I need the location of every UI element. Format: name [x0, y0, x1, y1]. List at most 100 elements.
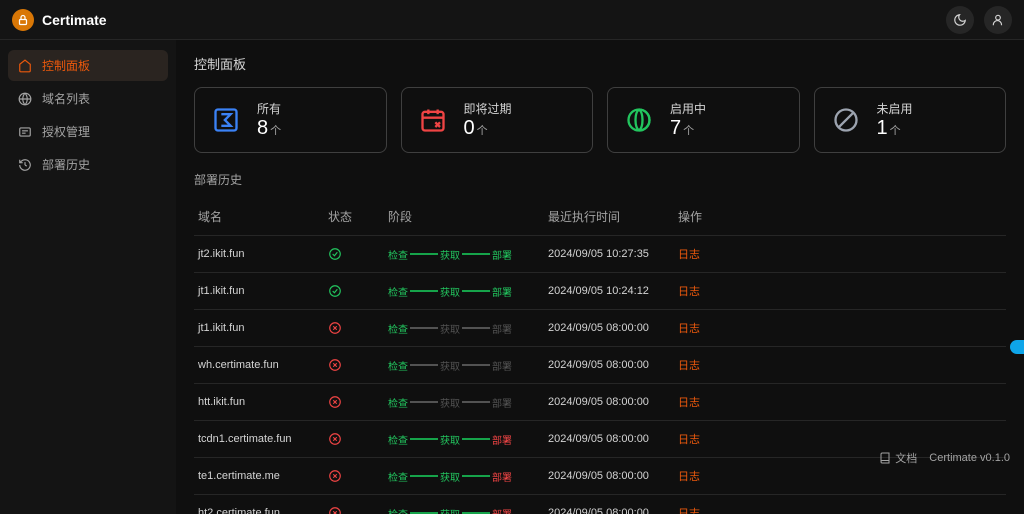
footer: 文档 Certimate v0.1.0: [879, 450, 1010, 466]
cell-action: 日志: [678, 320, 738, 336]
cell-action: 日志: [678, 283, 738, 299]
sidebar-item-history[interactable]: 部署历史: [8, 149, 168, 180]
stat-card-expiring: 即将过期 0个: [401, 87, 594, 153]
stage-label: 部署: [492, 284, 512, 299]
log-link[interactable]: 日志: [678, 434, 700, 446]
cell-status: [328, 506, 388, 514]
cell-stage: 检查获取部署: [388, 284, 548, 299]
cell-domain: wh.certimate.fun: [198, 359, 328, 371]
log-link[interactable]: 日志: [678, 323, 700, 335]
x-circle-icon: [328, 469, 342, 483]
cell-status: [328, 247, 388, 261]
stage-label: 部署: [492, 247, 512, 262]
cell-action: 日志: [678, 505, 738, 514]
stage-label: 获取: [440, 506, 460, 514]
topbar: Certimate: [0, 0, 1024, 40]
table-header: 域名 状态 阶段 最近执行时间 操作: [194, 198, 1006, 236]
stage-label: 部署: [492, 395, 512, 410]
cell-action: 日志: [678, 357, 738, 373]
log-link[interactable]: 日志: [678, 249, 700, 261]
stat-value: 7: [670, 117, 681, 140]
cell-status: [328, 284, 388, 298]
log-link[interactable]: 日志: [678, 508, 700, 514]
table-row: wh.certimate.fun检查获取部署2024/09/05 08:00:0…: [194, 347, 1006, 384]
stage-line: [410, 401, 438, 403]
side-tab[interactable]: [1010, 340, 1024, 354]
cell-stage: 检查获取部署: [388, 358, 548, 373]
theme-toggle[interactable]: [946, 6, 974, 34]
stat-card-all: 所有 8个: [194, 87, 387, 153]
stage-label: 获取: [440, 469, 460, 484]
docs-link[interactable]: 文档: [879, 450, 917, 466]
sidebar-item-dashboard[interactable]: 控制面板: [8, 50, 168, 81]
cell-stage: 检查 获取 部署: [388, 506, 548, 514]
log-link[interactable]: 日志: [678, 360, 700, 372]
col-header-domain: 域名: [198, 208, 328, 225]
log-link[interactable]: 日志: [678, 286, 700, 298]
cell-time: 2024/09/05 08:00:00: [548, 322, 678, 334]
stage-label: 检查: [388, 506, 408, 514]
stage-line: [410, 290, 438, 292]
log-link[interactable]: 日志: [678, 397, 700, 409]
cell-action: 日志: [678, 431, 738, 447]
x-circle-icon: [328, 506, 342, 514]
stat-card-active: 启用中 7个: [607, 87, 800, 153]
table-row: jt1.ikit.fun检查获取部署2024/09/05 08:00:00日志: [194, 310, 1006, 347]
sidebar-item-domains[interactable]: 域名列表: [8, 83, 168, 114]
cell-domain: jt2.ikit.fun: [198, 248, 328, 260]
stage-label: 部署: [492, 506, 512, 514]
stage-line: [410, 438, 438, 440]
stage-line: [462, 475, 490, 477]
stat-unit: 个: [890, 122, 901, 138]
stage-label: 检查: [388, 395, 408, 410]
stage-line: [462, 253, 490, 255]
stage-label: 检查: [388, 247, 408, 262]
stat-value: 8: [257, 117, 268, 140]
x-circle-icon: [328, 395, 342, 409]
cell-status: [328, 395, 388, 409]
stage-label: 部署: [492, 432, 512, 447]
sidebar-item-auth[interactable]: 授权管理: [8, 116, 168, 147]
stat-unit: 个: [683, 122, 694, 138]
sigma-icon: [209, 103, 243, 137]
sidebar-item-label: 控制面板: [42, 57, 90, 74]
user-menu[interactable]: [984, 6, 1012, 34]
stage-label: 获取: [440, 247, 460, 262]
cell-domain: te1.certimate.me: [198, 470, 328, 482]
col-header-time: 最近执行时间: [548, 208, 678, 225]
version-label: Certimate v0.1.0: [929, 452, 1010, 464]
stat-label: 所有: [257, 100, 281, 117]
brand-name: Certimate: [42, 12, 107, 28]
table-row: htt.ikit.fun检查获取部署2024/09/05 08:00:00日志: [194, 384, 1006, 421]
table-row: jt2.ikit.fun检查获取部署2024/09/05 10:27:35日志: [194, 236, 1006, 273]
stat-value: 1: [877, 117, 888, 140]
stage-label: 获取: [440, 432, 460, 447]
cell-status: [328, 432, 388, 446]
stage-line: [462, 364, 490, 366]
cell-status: [328, 469, 388, 483]
stage-line: [462, 290, 490, 292]
cell-time: 2024/09/05 08:00:00: [548, 470, 678, 482]
stage-label: 部署: [492, 358, 512, 373]
cell-status: [328, 358, 388, 372]
x-circle-icon: [328, 432, 342, 446]
spinner-icon: [622, 103, 656, 137]
stage-label: 检查: [388, 358, 408, 373]
history-table: 域名 状态 阶段 最近执行时间 操作 jt2.ikit.fun检查获取部署202…: [194, 198, 1006, 514]
check-circle-icon: [328, 284, 342, 298]
log-link[interactable]: 日志: [678, 471, 700, 483]
page-title: 控制面板: [194, 54, 1006, 73]
stage-label: 获取: [440, 395, 460, 410]
main-content: 控制面板 所有 8个 即将过期: [176, 40, 1024, 514]
x-circle-icon: [328, 321, 342, 335]
cell-status: [328, 321, 388, 335]
stage-line: [410, 364, 438, 366]
stage-label: 检查: [388, 284, 408, 299]
cell-time: 2024/09/05 08:00:00: [548, 433, 678, 445]
stat-card-disabled: 未启用 1个: [814, 87, 1007, 153]
col-header-stage: 阶段: [388, 208, 548, 225]
table-row: jt1.ikit.fun检查获取部署2024/09/05 10:24:12日志: [194, 273, 1006, 310]
col-header-status: 状态: [328, 208, 388, 225]
x-circle-icon: [328, 358, 342, 372]
stage-line: [462, 438, 490, 440]
